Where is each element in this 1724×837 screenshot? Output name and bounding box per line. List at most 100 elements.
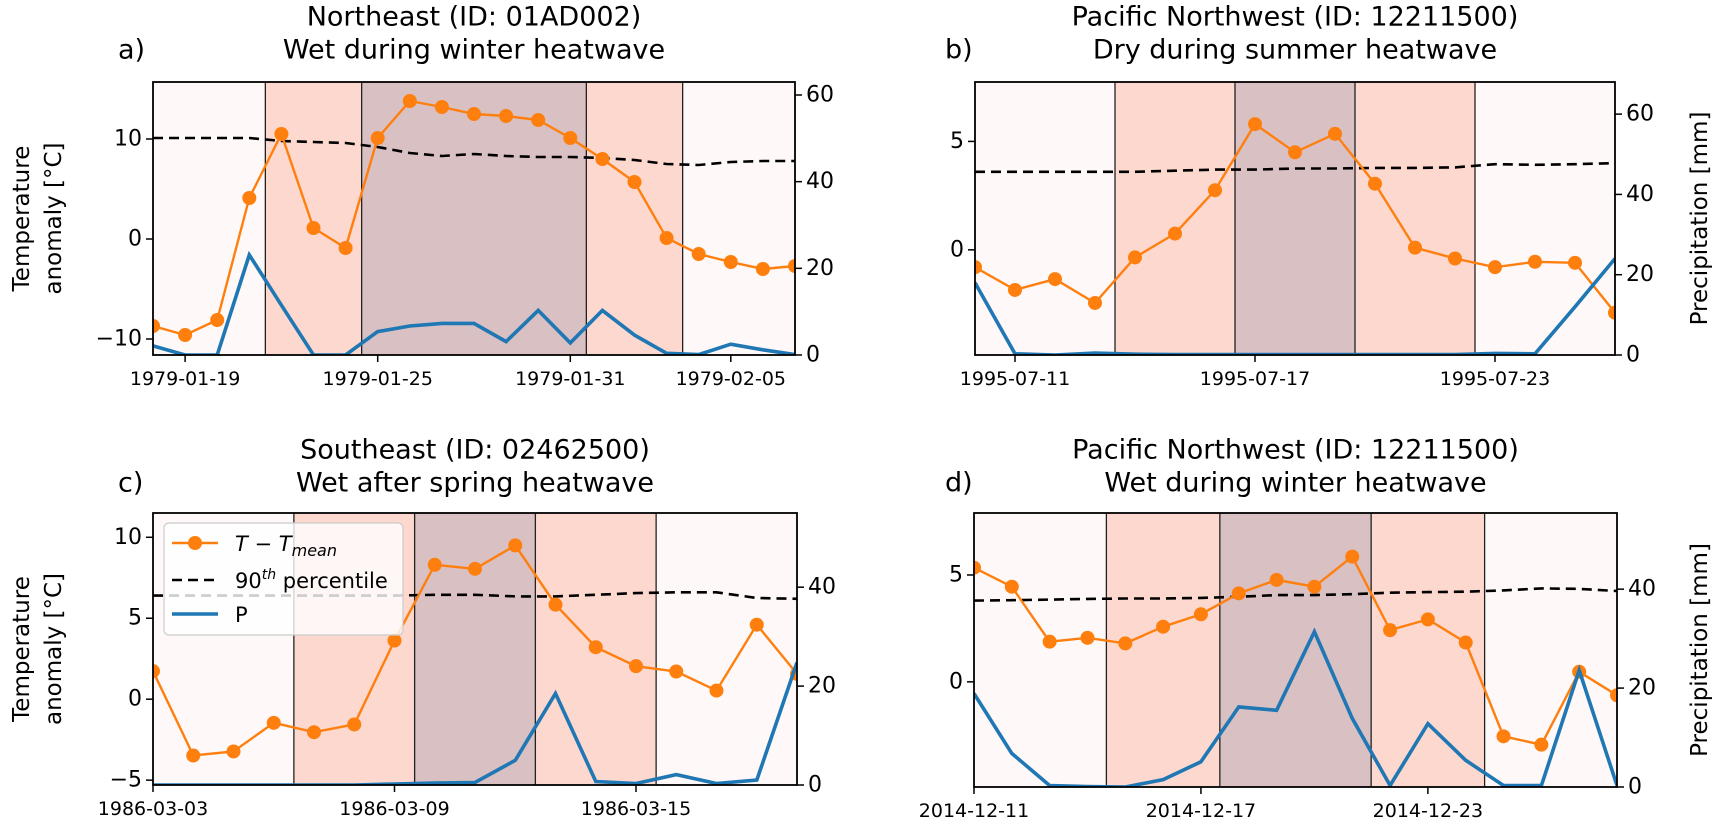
temperature-point	[974, 560, 981, 575]
y-right-tick-label: 20	[808, 674, 836, 699]
panel-c: Southeast (ID: 02462500)Wet after spring…	[9, 435, 836, 821]
legend-temperature-text: T − T	[235, 532, 294, 556]
y-left-tick-label: 0	[950, 237, 964, 262]
temperature-point	[1368, 176, 1382, 191]
temperature-point	[1231, 586, 1246, 601]
temperature-point	[629, 659, 643, 674]
x-tick-label: 1986-03-09	[339, 798, 449, 820]
temperature-point	[1048, 272, 1062, 287]
temperature-point	[153, 319, 160, 333]
panel-title-line2: Wet during winter heatwave	[283, 35, 665, 66]
temperature-point	[402, 94, 417, 108]
temperature-point	[1208, 183, 1222, 198]
y-right-tick-label: 20	[806, 256, 834, 281]
panel-b: Pacific Northwest (ID: 12211500)Dry duri…	[945, 2, 1713, 391]
temperature-point	[1088, 295, 1102, 310]
temperature-point	[1269, 572, 1284, 587]
legend-box	[163, 522, 404, 636]
x-tick-label: 1986-03-03	[98, 798, 208, 820]
temperature-point	[659, 231, 674, 245]
legend-temperature-marker	[188, 536, 202, 550]
temperature-point	[1458, 635, 1473, 650]
y-right-tick-label: 0	[1628, 775, 1642, 800]
panel-title-line1: Pacific Northwest (ID: 12211500)	[1072, 2, 1519, 33]
y-left-tick-label: 10	[114, 127, 142, 152]
panel-title-line1: Pacific Northwest (ID: 12211500)	[1072, 435, 1519, 466]
legend-temperature-label: T − Tmean	[235, 532, 337, 560]
panel-title-line2: Dry during summer heatwave	[1093, 35, 1497, 66]
y-right-tick-label: 0	[808, 773, 822, 798]
percentile-90-line	[974, 587, 1617, 602]
x-tick-label: 1995-07-17	[1200, 368, 1310, 390]
pre-period-band	[1115, 82, 1235, 355]
plot-area	[153, 538, 797, 785]
y-right-tick-label: 40	[1628, 577, 1656, 602]
y-right-tick-label: 60	[1626, 102, 1654, 127]
legend-precip-label: P	[235, 603, 248, 627]
y-right-tick-label: 40	[1626, 182, 1654, 207]
legend-percentile-suffix: percentile	[276, 569, 388, 593]
legend-percentile-number: 90	[235, 569, 262, 593]
temperature-point	[347, 717, 362, 732]
temperature-point	[691, 247, 706, 261]
post-period-band	[1371, 513, 1485, 787]
y-left-tick-label: 0	[128, 227, 142, 252]
temperature-point	[1307, 579, 1322, 594]
temperature-point	[210, 313, 225, 327]
y-left-tick-label: −5	[110, 768, 142, 793]
temperature-point	[1420, 612, 1435, 627]
temperature-point	[1408, 240, 1422, 255]
x-tick-label: 1979-01-25	[322, 368, 432, 390]
temperature-point	[1008, 282, 1022, 297]
temperature-point	[1610, 688, 1617, 703]
heatwave-period-band	[414, 513, 536, 785]
panel-title-line1: Northeast (ID: 01AD002)	[307, 2, 642, 33]
y-right-tick-label: 60	[806, 83, 834, 108]
percentile-90-line	[153, 136, 795, 167]
legend-temperature-subscript: mean	[292, 541, 337, 560]
heatwave-period-band	[361, 82, 587, 355]
y-right-tick-label: 40	[808, 575, 836, 600]
temperature-point	[242, 191, 257, 205]
panel-label: a)	[118, 35, 145, 66]
y-right-tick-label: 0	[1626, 343, 1640, 368]
x-tick-label: 1995-07-11	[960, 368, 1070, 390]
temperature-point	[1080, 630, 1095, 645]
y-left-tick-label: 0	[128, 687, 142, 712]
panel-label: b)	[945, 35, 973, 66]
temperature-point	[1042, 634, 1057, 649]
temperature-point	[1383, 623, 1398, 638]
y-left-tick-label: 5	[128, 606, 142, 631]
y-left-axis-label-line2: anomaly [°C]	[41, 142, 67, 294]
temperature-point	[755, 262, 770, 276]
y-right-tick-label: 20	[1626, 262, 1654, 287]
y-right-axis-label: Precipitation [mm]	[1687, 543, 1713, 757]
x-tick-label: 1979-01-19	[130, 368, 240, 390]
temperature-point	[1248, 117, 1262, 132]
axes-frame	[973, 512, 1618, 788]
temperature-point	[1568, 255, 1582, 270]
temperature-point	[508, 538, 523, 553]
panel-label: c)	[118, 468, 143, 499]
temperature-point	[709, 683, 724, 698]
y-left-axis-label-line2: anomaly [°C]	[41, 573, 67, 725]
temperature-point	[307, 725, 321, 740]
temperature-point	[1528, 254, 1542, 269]
temperature-point	[563, 131, 578, 145]
panel-a: Northeast (ID: 01AD002)Wet during winter…	[9, 2, 834, 391]
temperature-point	[1534, 737, 1549, 752]
temperature-point	[370, 131, 385, 145]
temperature-point	[788, 259, 795, 273]
post-period-band	[1355, 82, 1475, 355]
temperature-point	[1448, 251, 1462, 266]
y-right-tick-label: 40	[806, 169, 834, 194]
temperature-point	[499, 109, 514, 123]
temperature-point	[595, 152, 610, 166]
x-tick-label: 2014-12-17	[1146, 800, 1256, 822]
x-tick-label: 1995-07-23	[1440, 368, 1550, 390]
temperature-point	[387, 633, 402, 648]
y-left-tick-label: 0	[949, 669, 963, 694]
y-left-tick-label: −10	[96, 327, 142, 352]
panel-title-line1: Southeast (ID: 02462500)	[300, 435, 650, 466]
y-right-tick-label: 0	[806, 343, 820, 368]
